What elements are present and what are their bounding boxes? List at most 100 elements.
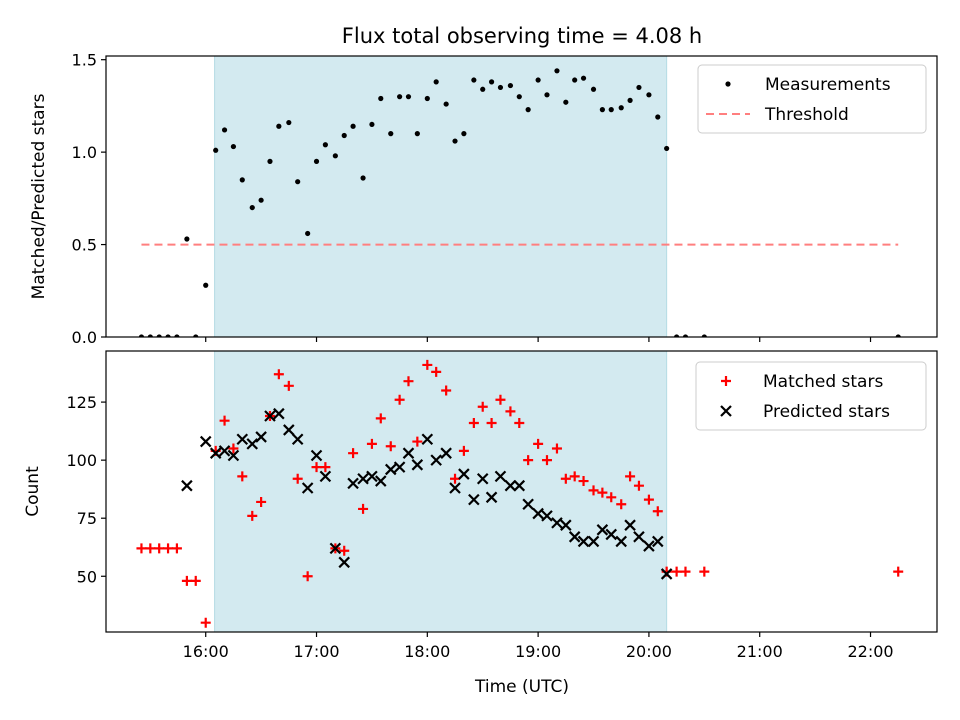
- chart-title: Flux total observing time = 4.08 h: [342, 24, 702, 48]
- cross-data-point: [652, 535, 664, 548]
- y-tick-label: 1.0: [72, 143, 97, 162]
- plus-data-point: [505, 406, 516, 417]
- cross-data-point: [458, 468, 470, 480]
- cross-data-point: [181, 479, 193, 492]
- cross-data-point: [347, 477, 359, 490]
- dot-data-point: [350, 123, 356, 129]
- plus-data-point: [348, 448, 359, 459]
- dot-data-point: [443, 101, 449, 107]
- x-tick-label: 21:00: [737, 642, 783, 661]
- plus-data-point: [422, 359, 433, 370]
- plus-data-point: [486, 417, 497, 428]
- dot-data-point: [165, 334, 171, 337]
- cross-data-point: [449, 482, 461, 494]
- cross-data-point: [643, 540, 655, 552]
- y-axis-label: Matched/Predicted stars: [29, 93, 49, 299]
- cross-data-point: [255, 431, 267, 443]
- x-axis-label: Time (UTC): [474, 677, 569, 697]
- cross-data-point: [560, 519, 572, 531]
- cross-data-point: [338, 556, 350, 569]
- legend: Matched stars Predicted stars: [695, 361, 927, 431]
- cross-data-point: [246, 438, 259, 450]
- x-tick-label: 18:00: [404, 642, 450, 661]
- plus-data-point: [893, 566, 904, 577]
- dot-data-point: [452, 138, 458, 144]
- cross-data-point: [476, 472, 489, 485]
- dot-data-point: [295, 179, 301, 185]
- plus-data-point: [145, 543, 156, 554]
- legend-box: [695, 361, 927, 431]
- plot-series-group: [136, 359, 904, 628]
- plus-data-point: [523, 455, 534, 466]
- x-tick-label: 22:00: [847, 642, 893, 661]
- cross-data-point: [227, 449, 240, 462]
- cross-data-point: [587, 535, 600, 548]
- plus-data-point: [680, 566, 691, 577]
- dot-data-point: [369, 121, 375, 128]
- cross-data-point: [402, 447, 415, 459]
- dot-data-point: [664, 145, 670, 152]
- dot-data-point: [239, 177, 245, 183]
- dot-data-point: [305, 230, 311, 237]
- dot-data-point: [535, 77, 541, 83]
- bottom-panel-counts: 50 75 100 125 16:00 17:00 18:00 19:00 20:00 21:00…: [23, 350, 938, 661]
- plus-data-point: [495, 394, 506, 405]
- dot-data-point: [608, 107, 614, 113]
- plus-data-point: [477, 401, 488, 412]
- dot-data-point: [221, 127, 228, 133]
- cross-data-point: [357, 472, 369, 485]
- observing-window-band: [214, 55, 668, 338]
- cross-data-point: [596, 524, 609, 536]
- plus-data-point: [273, 369, 284, 380]
- plus-data-point: [200, 617, 211, 628]
- dot-data-point: [480, 86, 486, 92]
- plus-data-point: [597, 487, 608, 498]
- dot-data-point: [433, 79, 439, 85]
- y-axis-label: Count: [23, 466, 43, 517]
- dot-data-point: [249, 204, 255, 211]
- cross-data-point: [494, 470, 507, 483]
- plus-data-point: [247, 510, 258, 521]
- plus-data-point: [578, 476, 589, 487]
- plus-data-point: [412, 436, 423, 447]
- y-tick-label: 50: [77, 567, 97, 586]
- dot-data-point: [332, 153, 338, 159]
- plus-data-point: [633, 480, 644, 491]
- plus-data-point: [441, 385, 452, 396]
- cross-data-point: [199, 435, 212, 448]
- plus-data-point: [458, 445, 469, 456]
- cross-data-point: [577, 535, 590, 548]
- cross-data-point: [551, 517, 563, 529]
- cross-data-point: [615, 535, 627, 548]
- observing-window-band: [214, 350, 668, 633]
- dot-data-point: [156, 334, 162, 337]
- top-panel-flux-ratio: 0.0 0.5 1.0 1.5 Matched/Predicted stars Measu…: [29, 51, 938, 347]
- cross-data-point: [329, 542, 342, 555]
- cross-data-point: [421, 433, 434, 446]
- cross-data-point: [485, 491, 498, 504]
- cross-data-point: [291, 433, 304, 446]
- legend-marker-swatch: [725, 81, 731, 87]
- x-tick-label: 16:00: [183, 642, 229, 661]
- dot-data-point: [184, 236, 190, 242]
- plus-data-point: [339, 545, 350, 556]
- plus-data-point: [551, 443, 562, 454]
- dot-data-point: [471, 77, 477, 83]
- cross-data-point: [310, 449, 323, 462]
- cross-data-point: [366, 470, 378, 483]
- dot-data-point: [360, 175, 366, 181]
- cross-data-point: [440, 447, 452, 459]
- cross-data-point: [504, 479, 517, 492]
- dot-data-point: [636, 84, 642, 91]
- plus-data-point: [366, 438, 377, 449]
- y-tick-label: 0.0: [72, 328, 97, 347]
- dot-data-point: [203, 282, 209, 288]
- cross-data-point: [532, 507, 544, 520]
- legend-label: Measurements: [765, 75, 891, 95]
- dot-data-point: [488, 79, 495, 85]
- dot-data-point: [313, 158, 320, 164]
- dot-data-point: [682, 334, 689, 337]
- x-tick-label: 20:00: [626, 642, 672, 661]
- plus-data-point: [256, 496, 267, 507]
